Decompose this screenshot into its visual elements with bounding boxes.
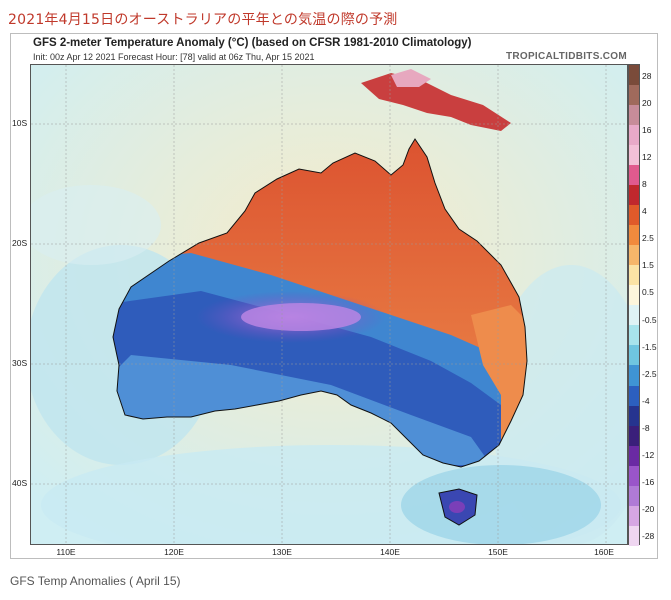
colorbar-cell [629, 425, 639, 446]
colorbar-cell [629, 225, 639, 246]
colorbar-tick-label: 12 [642, 152, 652, 163]
colorbar-cell [629, 165, 639, 186]
colorbar-cell [629, 465, 639, 486]
colorbar-tick-label: -2.5 [642, 368, 657, 379]
map-brand: TROPICALTIDBITS.COM [505, 51, 627, 62]
colorbar-cell [629, 365, 639, 386]
longitude-label: 140E [380, 547, 400, 557]
colorbar-tick-label: -28 [642, 531, 655, 541]
new-guinea-landmass [361, 73, 511, 131]
colorbar-tick-label: 4 [642, 206, 647, 217]
map-graticule [31, 65, 627, 544]
colorbar-tick-label: -1.5 [642, 341, 657, 352]
latitude-label: 20S [12, 238, 28, 248]
colorbar-tick-label: -20 [642, 503, 655, 514]
ocean-patch [31, 185, 161, 265]
colorbar-cell [629, 385, 639, 406]
tasmania-cold-core [449, 501, 465, 513]
colorbar-cell [629, 185, 639, 206]
ocean-patch [401, 465, 601, 544]
longitude-label: 110E [56, 547, 76, 557]
colorbar-cell [629, 205, 639, 226]
extreme-cold-center [241, 303, 361, 331]
colorbar-cell [629, 125, 639, 146]
colorbar-tick-label: -4 [642, 395, 650, 406]
latitude-label: 10S [12, 118, 28, 128]
colorbar-cell [629, 145, 639, 166]
image-caption: GFS Temp Anomalies ( April 15) [10, 574, 181, 588]
australia-coastline [112, 138, 528, 468]
longitude-label: 130E [272, 547, 292, 557]
page-heading: 2021年4月15日のオーストラリアの平年との気温の際の予測 [8, 12, 398, 28]
colorbar-cell [629, 485, 639, 506]
colorbar [628, 64, 640, 546]
colorbar-tick-label: 16 [642, 125, 652, 136]
colorbar-tick-label: -12 [642, 449, 655, 460]
colorbar-tick-label: 20 [642, 98, 652, 109]
longitude-label: 120E [164, 547, 184, 557]
colorbar-cell [629, 285, 639, 306]
colorbar-tick-label: -8 [642, 422, 650, 433]
colorbar-tick-label: -0.5 [642, 314, 657, 325]
colorbar-tick-label: 8 [642, 179, 647, 190]
colorbar-tick-label: 1.5 [642, 260, 654, 271]
colorbar-tick-label: -16 [642, 476, 655, 487]
temperature-anomaly-map [30, 64, 628, 545]
colorbar-cell [629, 445, 639, 466]
colorbar-cell [629, 505, 639, 526]
latitude-label: 40S [12, 478, 28, 488]
latitude-label: 30S [12, 358, 28, 368]
colorbar-cell [629, 265, 639, 286]
colorbar-tick-label: 28 [642, 71, 652, 81]
colorbar-cell [629, 525, 639, 546]
colorbar-cell [629, 85, 639, 106]
colorbar-cell [629, 245, 639, 266]
colorbar-cell [629, 305, 639, 326]
longitude-label: 150E [488, 547, 508, 557]
map-title: GFS 2-meter Temperature Anomaly (°C) (ba… [33, 37, 472, 49]
colorbar-cell [629, 405, 639, 426]
colorbar-cell [629, 65, 639, 86]
new-guinea-highlands [391, 69, 431, 87]
colorbar-tick-label: 0.5 [642, 287, 654, 298]
map-subtitle: Init: 00z Apr 12 2021 Forecast Hour: [78… [33, 52, 315, 62]
colorbar-tick-label: 2.5 [642, 233, 654, 244]
colorbar-cell [629, 345, 639, 366]
colorbar-cell [629, 325, 639, 346]
longitude-label: 160E [594, 547, 614, 557]
colorbar-cell [629, 105, 639, 126]
